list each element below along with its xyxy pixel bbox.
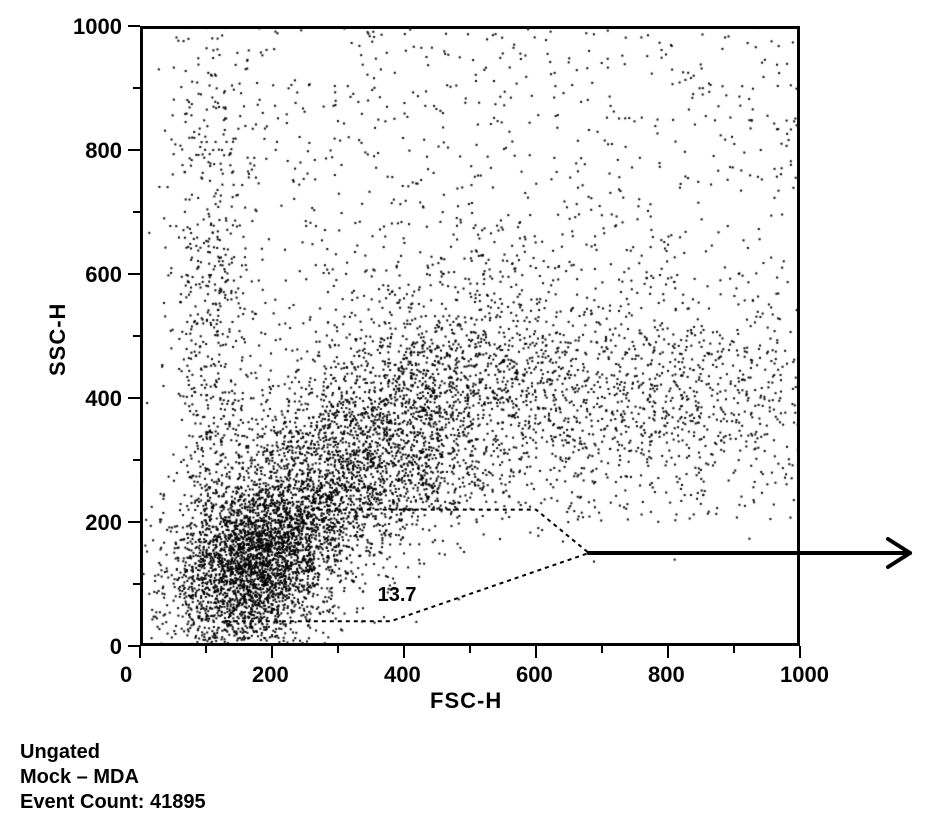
- y-tick-label: 1000: [66, 14, 122, 40]
- x-tick-label: 0: [120, 662, 132, 688]
- x-axis-title: FSC-H: [430, 688, 502, 714]
- y-tick-label: 400: [66, 386, 122, 412]
- x-tick-label: 600: [516, 662, 553, 688]
- y-tick-label: 200: [66, 510, 122, 536]
- scatter-canvas: [140, 26, 800, 646]
- y-tick-label: 800: [66, 138, 122, 164]
- x-tick-label: 800: [648, 662, 685, 688]
- y-tick-label: 600: [66, 262, 122, 288]
- y-tick-label: 0: [66, 634, 122, 660]
- scatter-chart: 13.7 FSC-H SSC-H 0 200 400 600 800 1000 0 200 40…: [20, 10, 920, 730]
- caption: Ungated Mock – MDA Event Count: 41895: [20, 740, 206, 815]
- x-tick-label: 400: [384, 662, 421, 688]
- x-tick-label: 200: [252, 662, 289, 688]
- x-tick-label: 1000: [780, 662, 829, 688]
- y-axis-title: SSC-H: [45, 303, 71, 376]
- gate-label: 13.7: [378, 584, 417, 607]
